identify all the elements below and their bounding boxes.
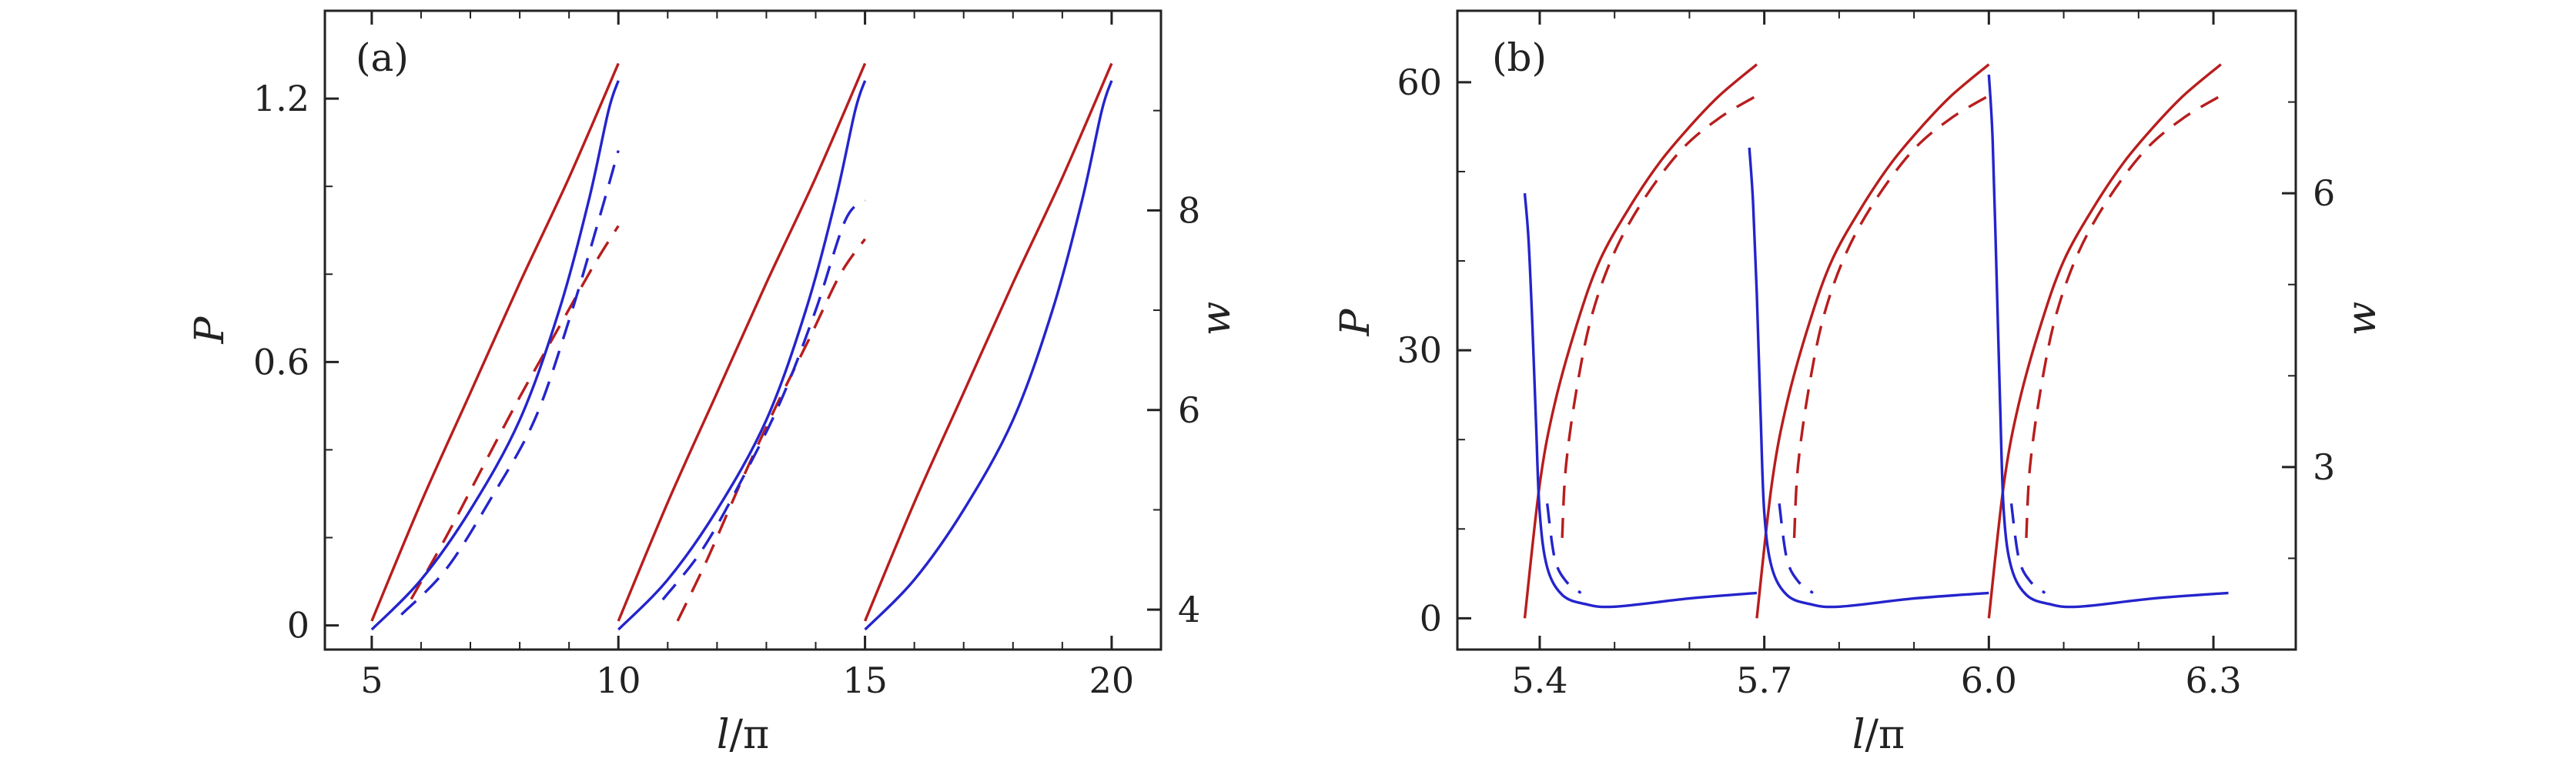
ticks-b: 5.4 5.7 6.0 6.3 0 30 60 3 6 <box>1397 11 2335 701</box>
w-solid-line-a-3 <box>864 80 1113 631</box>
x-tick-label-a: 5 <box>360 660 383 701</box>
panel-label-b: (b) <box>1492 35 1547 80</box>
x-axis-label-a-var: l <box>717 712 730 758</box>
p-solid-line-b-3 <box>1987 63 2222 619</box>
y2-tick-label-b: 3 <box>2313 446 2335 488</box>
p-solid-line-a-2 <box>617 62 867 622</box>
x-axis-label-b-var: l <box>1852 712 1865 758</box>
p-dashed-line-b-1 <box>1561 94 1758 538</box>
x-tick-label-a: 15 <box>842 660 888 701</box>
w-solid-line-a-1 <box>370 80 620 631</box>
y-tick-label-a: 0 <box>287 605 309 646</box>
plot-frame-a <box>323 9 1163 651</box>
ticks-a: 5 10 15 20 0 0.6 1.2 4 6 8 <box>253 11 1200 701</box>
w-dashed-line-b-2 <box>1778 503 1814 594</box>
series-lines-b <box>1523 63 2229 619</box>
w-dashed-line-a-2 <box>661 199 866 601</box>
y-axis-label-b: P <box>1333 309 1379 337</box>
x-tick-label-a: 10 <box>596 660 641 701</box>
w-solid-line-b-2 <box>1748 147 1989 609</box>
p-dashed-line-b-2 <box>1792 94 1990 538</box>
panel-label-a: (a) <box>356 35 409 80</box>
y-tick-label-b: 0 <box>1420 597 1442 639</box>
y2-axis-label-b: w <box>2339 302 2385 336</box>
p-solid-line-a-3 <box>864 62 1113 622</box>
y2-tick-label-a: 8 <box>1178 189 1200 231</box>
y2-tick-label-a: 4 <box>1178 589 1200 630</box>
w-solid-line-a-2 <box>617 80 867 631</box>
y-tick-label-a: 0.6 <box>253 341 309 382</box>
y-tick-label-b: 60 <box>1397 62 1442 103</box>
p-solid-line-a-1 <box>370 62 620 622</box>
x-tick-label-b: 5.4 <box>1511 660 1567 701</box>
y2-tick-label-b: 6 <box>2313 172 2335 214</box>
panel-b: 5.4 5.7 6.0 6.3 0 30 60 3 6 (b) P w l/π <box>1333 9 2385 758</box>
p-dashed-line-b-3 <box>2025 94 2222 538</box>
x-axis-label-b-suffix: /π <box>1865 712 1905 758</box>
plot-frame-b <box>1456 9 2297 651</box>
y-tick-label-a: 1.2 <box>253 78 309 119</box>
y2-axis-label-a: w <box>1193 302 1239 336</box>
w-dashed-line-a-1 <box>400 150 620 616</box>
y2-tick-label-a: 6 <box>1178 389 1200 431</box>
p-dashed-line-a-1 <box>410 225 620 600</box>
w-solid-line-b-3 <box>1987 74 2229 609</box>
p-solid-line-b-2 <box>1755 63 1990 619</box>
w-dashed-line-b-1 <box>1545 503 1582 594</box>
x-axis-label-b: l/π <box>1852 712 1905 758</box>
series-lines-a <box>370 62 1113 631</box>
p-solid-line-b-1 <box>1523 63 1758 619</box>
y-axis-label-a: P <box>187 316 233 345</box>
x-tick-label-a: 20 <box>1089 660 1135 701</box>
w-dashed-line-b-3 <box>2009 503 2046 594</box>
x-axis-label-a-suffix: /π <box>729 712 769 758</box>
x-tick-label-b: 6.0 <box>1961 660 2017 701</box>
x-tick-label-b: 6.3 <box>2185 660 2241 701</box>
w-solid-line-b-1 <box>1523 193 1758 609</box>
p-dashed-line-a-2 <box>676 238 866 622</box>
y-tick-label-b: 30 <box>1397 329 1442 371</box>
panel-a: 5 10 15 20 0 0.6 1.2 4 6 8 (a) P w l/π <box>187 9 1239 758</box>
x-tick-label-b: 5.7 <box>1736 660 1792 701</box>
x-axis-label-a: l/π <box>717 712 769 758</box>
